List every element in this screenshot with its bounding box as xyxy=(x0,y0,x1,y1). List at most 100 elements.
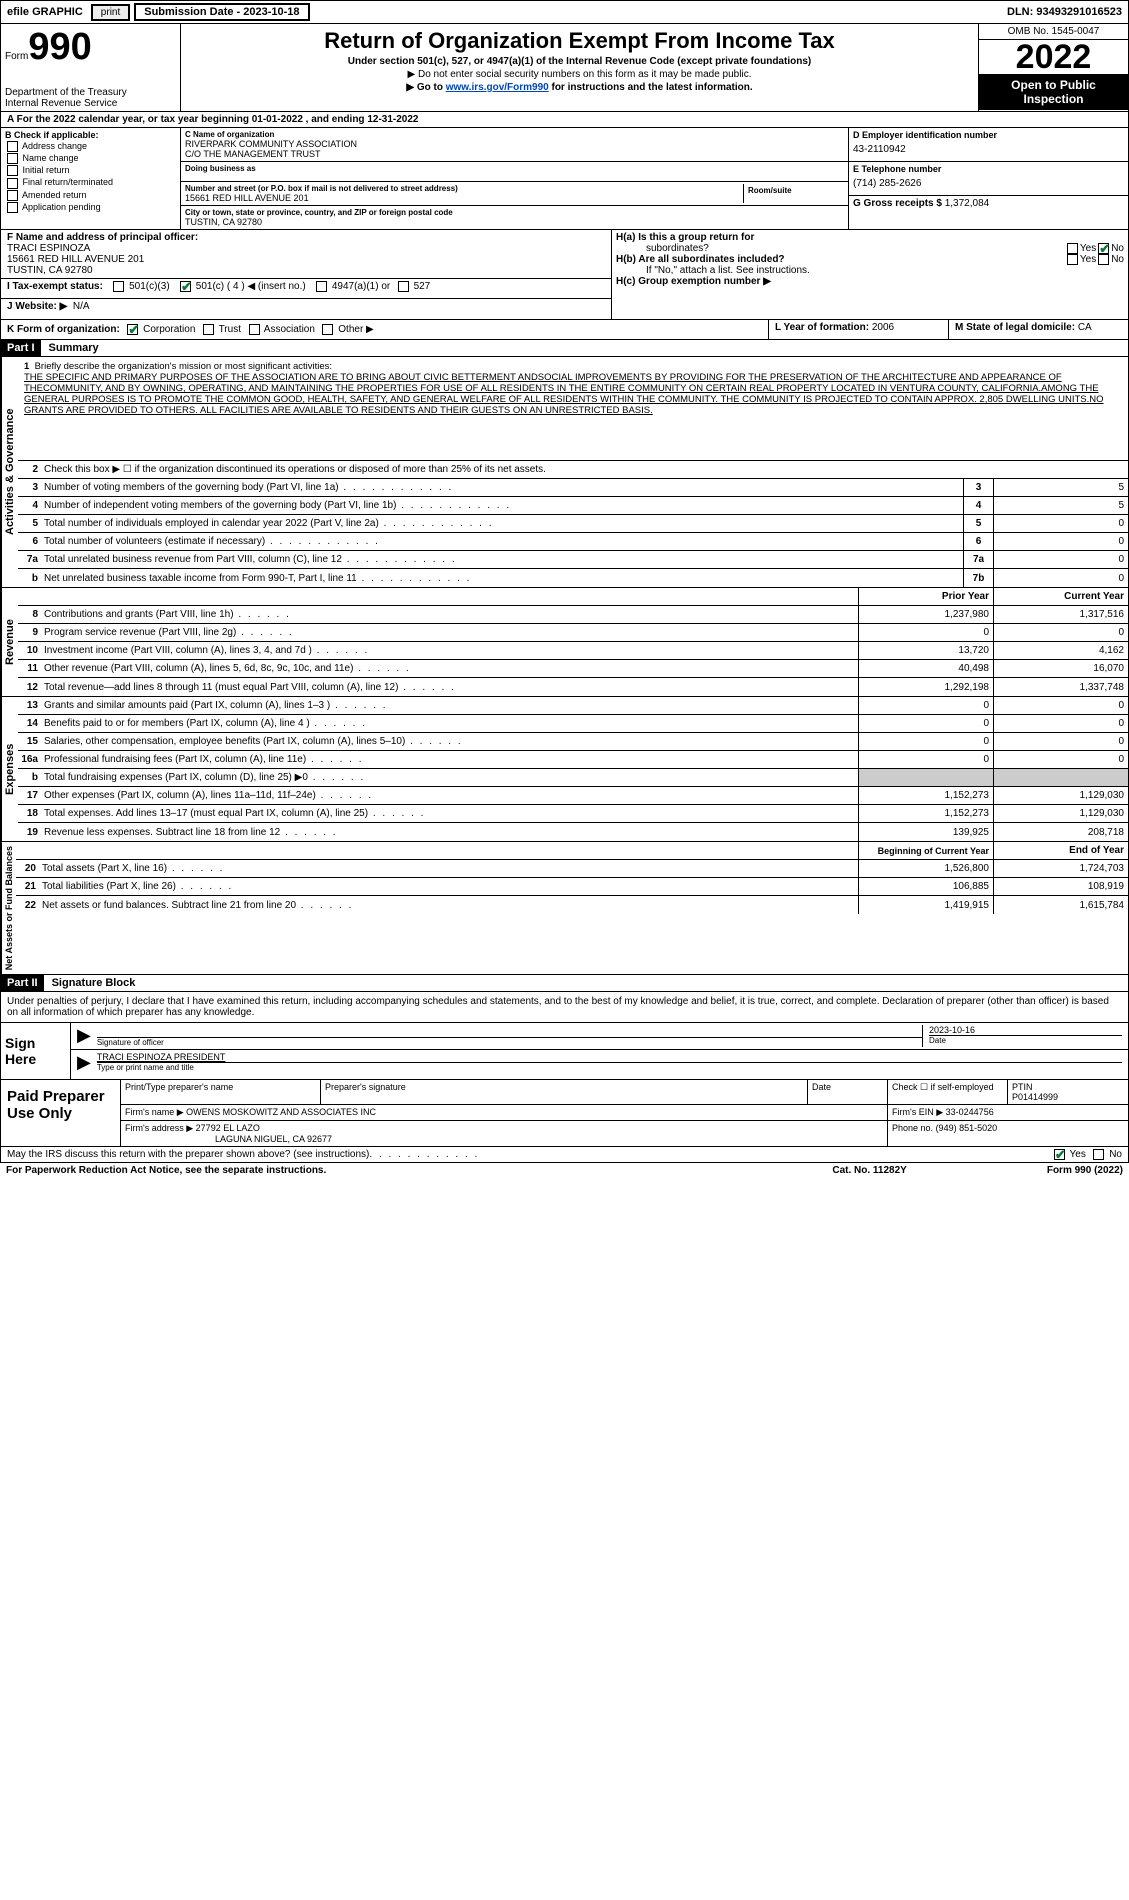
ha-yes[interactable] xyxy=(1067,243,1078,254)
discuss-no[interactable] xyxy=(1093,1149,1104,1160)
governance-section: Activities & Governance 1 Briefly descri… xyxy=(0,357,1129,588)
header-right: OMB No. 1545-0047 2022 Open to Public In… xyxy=(978,24,1128,111)
tax-year: 2022 xyxy=(979,40,1128,74)
phone-value: (714) 285-2626 xyxy=(853,174,1124,193)
4947-checkbox[interactable] xyxy=(316,281,327,292)
expenses-section: Expenses 13Grants and similar amounts pa… xyxy=(0,697,1129,842)
k-corp[interactable] xyxy=(127,324,138,335)
data-line: 17Other expenses (Part IX, column (A), l… xyxy=(18,787,1128,805)
paid-preparer-block: Paid Preparer Use Only Print/Type prepar… xyxy=(0,1080,1129,1147)
data-line: 19Revenue less expenses. Subtract line 1… xyxy=(18,823,1128,841)
data-line: 20Total assets (Part X, line 16)1,526,80… xyxy=(16,860,1128,878)
h-c: H(c) Group exemption number ▶ xyxy=(616,276,1124,287)
top-bar: efile GRAPHIC print Submission Date - 20… xyxy=(0,0,1129,24)
data-line: 9Program service revenue (Part VIII, lin… xyxy=(18,624,1128,642)
data-line: 8Contributions and grants (Part VIII, li… xyxy=(18,606,1128,624)
subtitle-3: ▶ Go to www.irs.gov/Form990 for instruct… xyxy=(185,82,974,93)
lower-block: F Name and address of principal officer:… xyxy=(0,230,1129,320)
ha-no[interactable] xyxy=(1098,243,1109,254)
net-assets-section: Net Assets or Fund Balances Beginning of… xyxy=(0,842,1129,975)
header-mid: Return of Organization Exempt From Incom… xyxy=(181,24,978,111)
website-row: J Website: ▶ N/A xyxy=(1,299,611,319)
gov-line: 7aTotal unrelated business revenue from … xyxy=(18,551,1128,569)
row-a: A For the 2022 calendar year, or tax yea… xyxy=(0,112,1129,128)
gov-line: 3Number of voting members of the governi… xyxy=(18,479,1128,497)
gov-line: 5Total number of individuals employed in… xyxy=(18,515,1128,533)
form-prefix: Form xyxy=(5,51,28,62)
opt-initial-return[interactable]: Initial return xyxy=(5,165,176,176)
opt-final-return[interactable]: Final return/terminated xyxy=(5,177,176,188)
k-other[interactable] xyxy=(322,324,333,335)
501c-checkbox[interactable] xyxy=(180,281,191,292)
gov-line: 2Check this box ▶ ☐ if the organization … xyxy=(18,461,1128,479)
sign-here-block: Sign Here ▶ Signature of officer 2023-10… xyxy=(0,1023,1129,1080)
column-de: D Employer identification number 43-2110… xyxy=(848,128,1128,229)
org-name-1: RIVERPARK COMMUNITY ASSOCIATION xyxy=(185,139,844,149)
net-header-row: Beginning of Current Year End of Year xyxy=(16,842,1128,860)
row-k: K Form of organization: Corporation Trus… xyxy=(0,320,1129,340)
data-line: 12Total revenue—add lines 8 through 11 (… xyxy=(18,678,1128,696)
city-value: TUSTIN, CA 92780 xyxy=(185,217,844,227)
data-line: 10Investment income (Part VIII, column (… xyxy=(18,642,1128,660)
data-line: 11Other revenue (Part VIII, column (A), … xyxy=(18,660,1128,678)
preparer-row-2: Firm's name ▶ OWENS MOSKOWITZ AND ASSOCI… xyxy=(121,1105,1128,1121)
lower-left: F Name and address of principal officer:… xyxy=(1,230,611,319)
opt-amended[interactable]: Amended return xyxy=(5,190,176,201)
submission-date: Submission Date - 2023-10-18 xyxy=(134,3,309,21)
expenses-label: Expenses xyxy=(1,697,18,841)
opt-address-change[interactable]: Address change xyxy=(5,141,176,152)
room-cell: Room/suite xyxy=(744,184,844,203)
efile-label: efile GRAPHIC xyxy=(1,4,89,20)
gov-line: bNet unrelated business taxable income f… xyxy=(18,569,1128,587)
gov-line: 6Total number of volunteers (estimate if… xyxy=(18,533,1128,551)
part-2-header: Part II Signature Block xyxy=(0,975,1129,992)
discuss-row: May the IRS discuss this return with the… xyxy=(0,1147,1129,1163)
data-line: 15Salaries, other compensation, employee… xyxy=(18,733,1128,751)
k-trust[interactable] xyxy=(203,324,214,335)
state-domicile: M State of legal domicile: CA xyxy=(948,320,1128,339)
mission-text: THE SPECIFIC AND PRIMARY PURPOSES OF THE… xyxy=(24,372,1104,416)
lower-right: H(a) Is this a group return for subordin… xyxy=(611,230,1128,319)
department-label: Department of the Treasury Internal Reve… xyxy=(5,87,176,109)
discuss-yes[interactable] xyxy=(1054,1149,1065,1160)
subtitle-1: Under section 501(c), 527, or 4947(a)(1)… xyxy=(185,56,974,67)
k-assoc[interactable] xyxy=(249,324,260,335)
501c3-checkbox[interactable] xyxy=(113,281,124,292)
irs-link[interactable]: www.irs.gov/Form990 xyxy=(446,82,549,93)
opt-name-change[interactable]: Name change xyxy=(5,153,176,164)
revenue-label: Revenue xyxy=(1,588,18,696)
gross-receipts-cell: G Gross receipts $ 1,372,084 xyxy=(849,196,1128,220)
preparer-row-1: Print/Type preparer's name Preparer's si… xyxy=(121,1080,1128,1105)
527-checkbox[interactable] xyxy=(398,281,409,292)
data-line: 13Grants and similar amounts paid (Part … xyxy=(18,697,1128,715)
data-line: 16aProfessional fundraising fees (Part I… xyxy=(18,751,1128,769)
signature-intro: Under penalties of perjury, I declare th… xyxy=(0,992,1129,1023)
mission-block: 1 Briefly describe the organization's mi… xyxy=(18,357,1128,461)
form-title: Return of Organization Exempt From Incom… xyxy=(185,28,974,54)
street-value: 15661 RED HILL AVENUE 201 xyxy=(185,193,743,203)
officer-signature-line: ▶ Signature of officer 2023-10-16Date xyxy=(71,1023,1128,1050)
data-line: 14Benefits paid to or for members (Part … xyxy=(18,715,1128,733)
officer-name-line: ▶ TRACI ESPINOZA PRESIDENTType or print … xyxy=(71,1050,1128,1075)
data-line: 18Total expenses. Add lines 13–17 (must … xyxy=(18,805,1128,823)
print-button[interactable]: print xyxy=(91,4,130,21)
principal-officer: F Name and address of principal officer:… xyxy=(1,230,611,279)
subtitle-2: ▶ Do not enter social security numbers o… xyxy=(185,69,974,80)
revenue-section: Revenue Prior Year Current Year 8Contrib… xyxy=(0,588,1129,697)
paid-preparer-label: Paid Preparer Use Only xyxy=(1,1080,121,1146)
main-block: B Check if applicable: Address change Na… xyxy=(0,128,1129,230)
tax-exempt-status: I Tax-exempt status: 501(c)(3) 501(c) ( … xyxy=(1,279,611,299)
opt-application-pending[interactable]: Application pending xyxy=(5,202,176,213)
net-assets-label: Net Assets or Fund Balances xyxy=(1,842,16,974)
h-a: H(a) Is this a group return for xyxy=(616,232,1124,243)
dln-label: DLN: 93493291016523 xyxy=(1001,4,1128,20)
hb-no[interactable] xyxy=(1098,254,1109,265)
preparer-row-3: Firm's address ▶ 27792 EL LAZOLAGUNA NIG… xyxy=(121,1121,1128,1146)
form-header: Form990 Department of the Treasury Inter… xyxy=(0,24,1129,112)
part-1-header: Part I Summary xyxy=(0,340,1129,357)
hb-yes[interactable] xyxy=(1067,254,1078,265)
sign-here-label: Sign Here xyxy=(1,1023,71,1079)
inspection-label: Open to Public Inspection xyxy=(979,74,1128,110)
governance-label: Activities & Governance xyxy=(1,357,18,587)
street-cell: Number and street (or P.O. box if mail i… xyxy=(185,184,744,203)
